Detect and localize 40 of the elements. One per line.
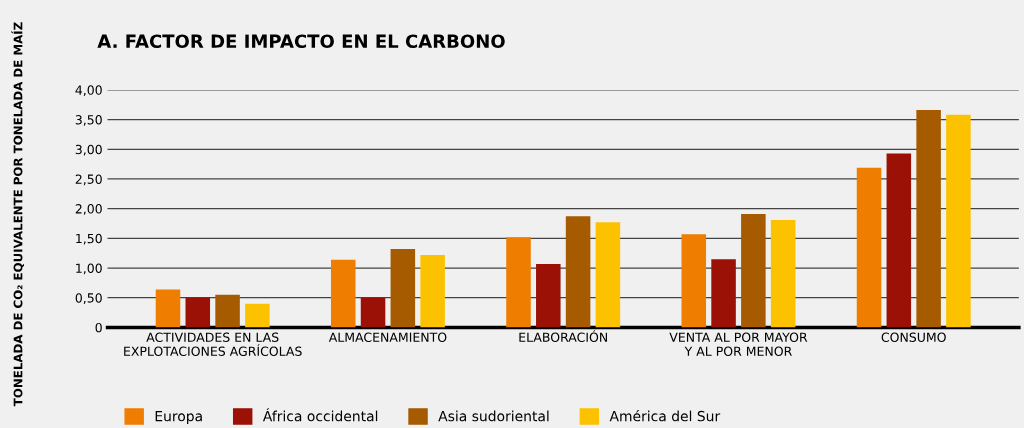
legend-label: América del Sur — [609, 410, 721, 422]
bar — [681, 234, 707, 328]
y-tick-label: 1,50 — [76, 233, 102, 245]
bar — [360, 297, 386, 328]
y-tick-label: 3,50 — [75, 115, 102, 126]
legend-label: África occidental — [262, 408, 378, 422]
bar — [506, 237, 531, 328]
chart-title: A. FACTOR DE IMPACTO EN EL CARBONO — [97, 34, 505, 49]
y-tick-label: 0 — [95, 322, 102, 333]
legend-label: Asia sudoriental — [438, 410, 549, 422]
bar — [595, 222, 621, 328]
y-tick-label: 4,00 — [75, 85, 102, 97]
bar — [215, 294, 240, 328]
y-tick-label: 3,00 — [75, 144, 102, 156]
bar — [711, 259, 736, 328]
bar — [185, 297, 211, 328]
y-tick-label: 2,50 — [75, 174, 102, 186]
y-tick-label: 2,00 — [75, 204, 102, 215]
bar — [886, 153, 912, 328]
bar — [916, 110, 941, 328]
bar — [155, 289, 181, 328]
bar — [946, 114, 971, 328]
x-tick-label: CONSUMO — [881, 332, 946, 342]
bar — [245, 303, 270, 328]
legend-label: Europa — [155, 411, 202, 425]
x-tick-label: VENTA AL POR MAYOR Y AL POR MENOR — [669, 332, 808, 356]
y-tick-label: 0,50 — [75, 293, 102, 304]
bar — [741, 213, 766, 328]
x-tick-label: ACTIVIDADES EN LAS EXPLOTACIONES AGRÍCOLAS — [124, 332, 302, 356]
bar — [770, 219, 796, 328]
x-tick-label: ALMACENAMIENTO — [328, 332, 447, 342]
bar — [565, 216, 591, 328]
x-tick-label: ELABORACIÓN — [519, 330, 607, 342]
y-tick-label: 1,00 — [76, 263, 102, 275]
bar — [536, 263, 561, 328]
bar — [420, 254, 445, 328]
bar — [390, 249, 416, 328]
bar — [856, 167, 882, 328]
y-axis-title: TONELADA DE CO₂ EQUIVALENTE POR TONELADA DE MAÍZ — [11, 22, 25, 407]
bar — [330, 259, 356, 328]
